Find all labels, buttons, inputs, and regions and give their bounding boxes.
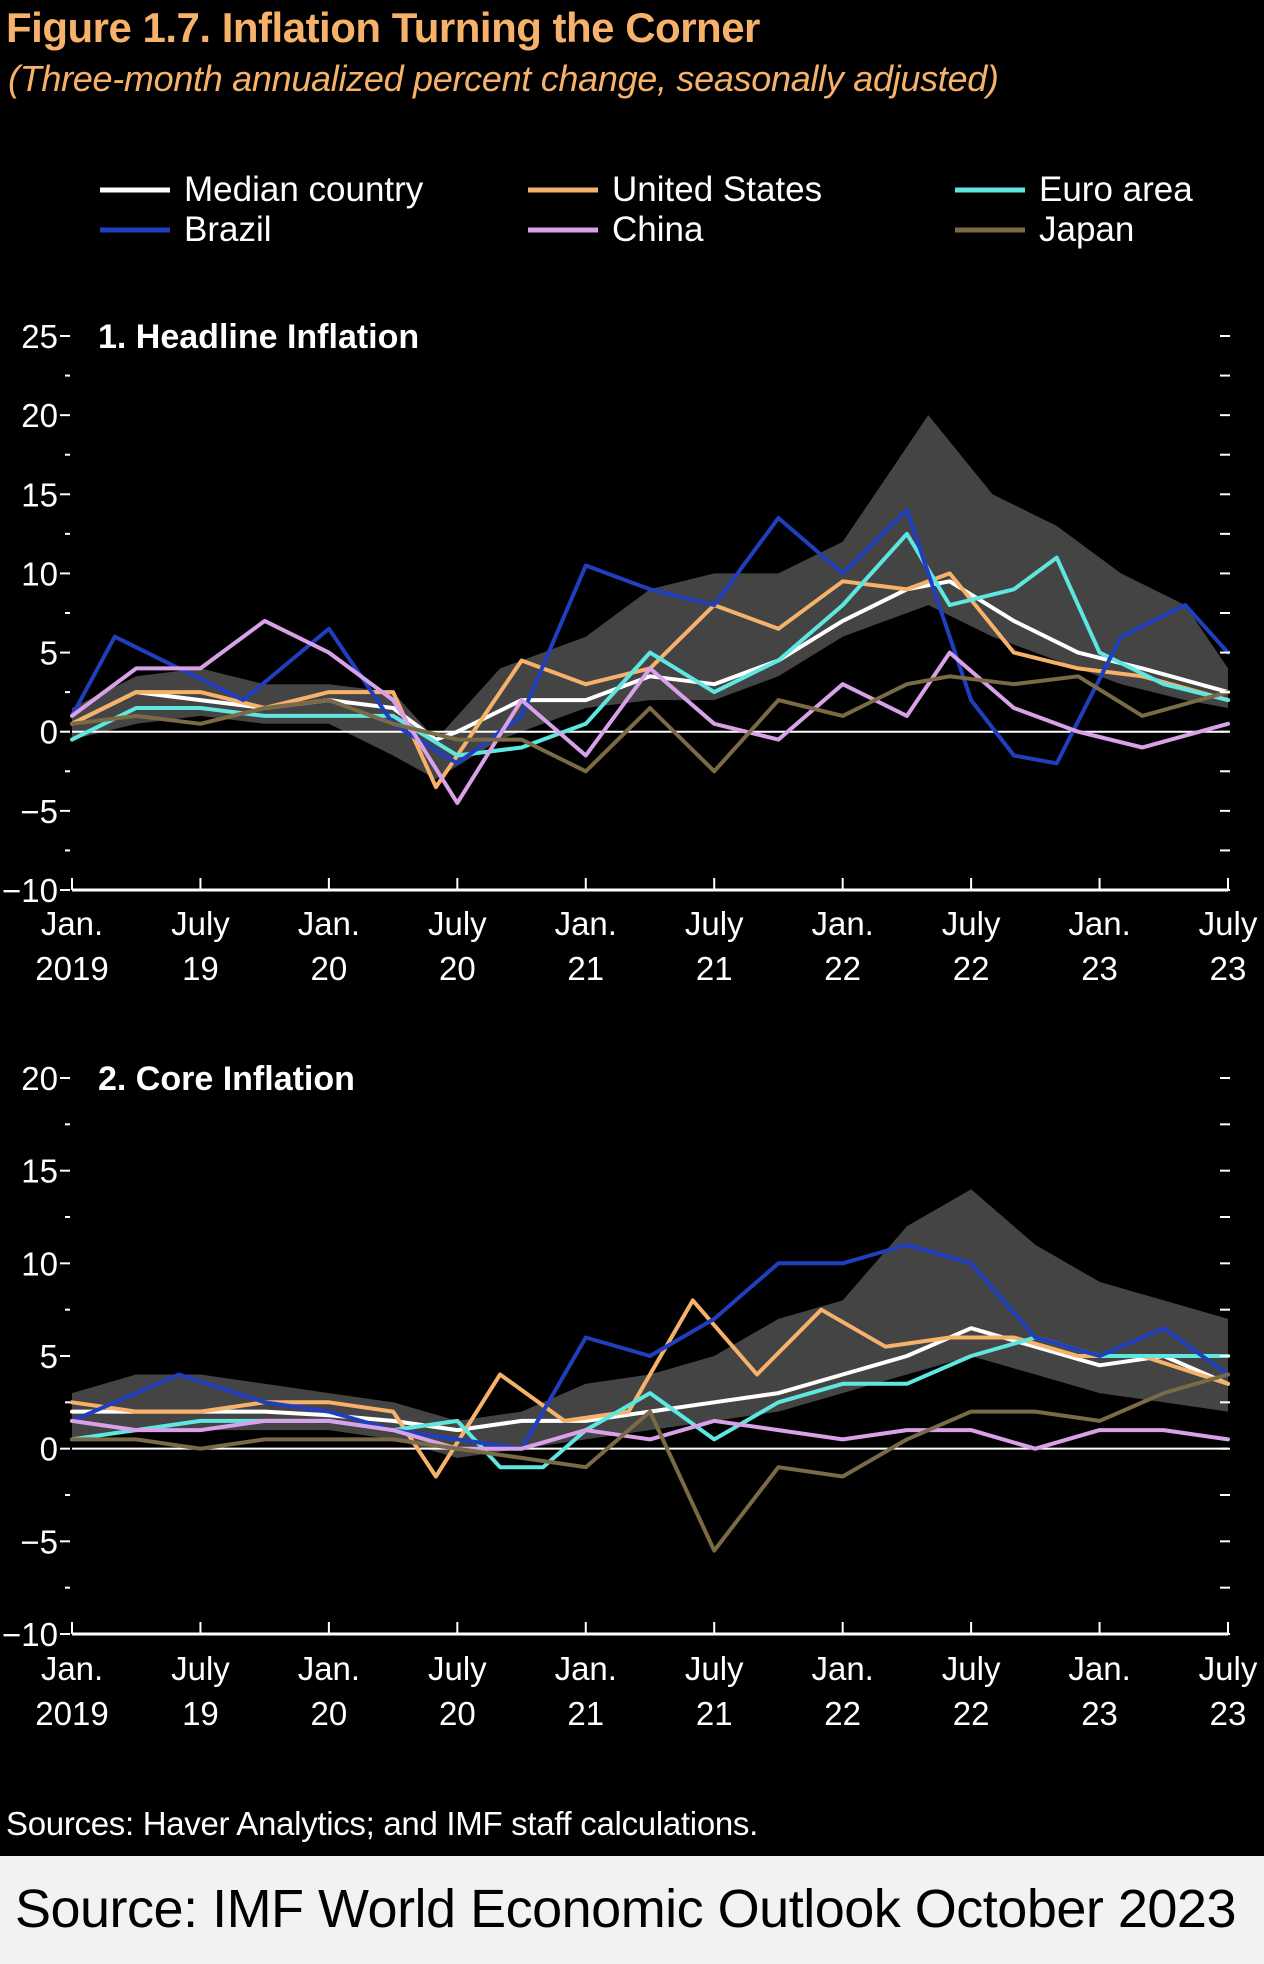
x-tick-label: July	[1199, 905, 1258, 942]
y-tick-label: 10	[21, 1245, 58, 1282]
x-tick-label: July	[942, 905, 1001, 942]
x-tick-label: 2019	[35, 950, 108, 987]
x-tick-label: 23	[1081, 1695, 1118, 1732]
series-line-euro-area	[70, 531, 1230, 758]
legend-entry: Japan	[955, 210, 1134, 249]
x-tick-label: Jan.	[298, 1650, 360, 1687]
legend-entry: Median country	[100, 170, 424, 209]
x-tick-label: 22	[824, 1695, 861, 1732]
footer-band: Source: IMF World Economic Outlook Octob…	[0, 1856, 1264, 1964]
x-tick-label: Jan.	[41, 1650, 103, 1687]
x-tick-label: July	[942, 1650, 1001, 1687]
x-tick-label: 23	[1210, 1695, 1247, 1732]
x-tick-label: July	[685, 1650, 744, 1687]
y-tick-label: 10	[21, 555, 58, 592]
y-tick-label: 25	[21, 318, 58, 355]
legend-label: Median country	[184, 170, 424, 209]
x-tick-label: July	[171, 905, 230, 942]
y-tick-label: 20	[21, 397, 58, 434]
legend-label: China	[612, 210, 704, 249]
x-tick-label: Jan.	[811, 905, 873, 942]
legend-label: Brazil	[184, 210, 272, 249]
legend-entry: United States	[528, 170, 822, 209]
series-line-japan	[70, 1372, 1230, 1553]
y-tick-label: 15	[21, 476, 58, 513]
panel-title: 2. Core Inflation	[98, 1060, 355, 1098]
legend-label: United States	[612, 170, 822, 209]
x-tick-label: Jan.	[41, 905, 103, 942]
x-tick-label: 20	[311, 950, 348, 987]
legend-label: Euro area	[1039, 170, 1193, 209]
y-tick-label: 0	[40, 1431, 58, 1468]
x-tick-label: 21	[567, 950, 604, 987]
sources-note: Sources: Haver Analytics; and IMF staff …	[6, 1805, 758, 1842]
x-tick-label: Jan.	[1068, 905, 1130, 942]
x-tick-label: 21	[696, 1695, 733, 1732]
y-tick-label: −10	[2, 872, 58, 909]
legend-label: Japan	[1039, 210, 1134, 249]
x-tick-label: Jan.	[298, 905, 360, 942]
y-tick-label: −5	[20, 793, 58, 830]
x-tick-label: July	[428, 1650, 487, 1687]
x-tick-label: 20	[439, 950, 476, 987]
x-tick-label: July	[171, 1650, 230, 1687]
x-tick-label: Jan.	[811, 1650, 873, 1687]
x-tick-label: 23	[1081, 950, 1118, 987]
x-tick-label: 2019	[35, 1695, 108, 1732]
x-tick-label: Jan.	[555, 905, 617, 942]
x-tick-label: 19	[182, 950, 219, 987]
series-line-japan	[70, 674, 1230, 774]
panel-title: 1. Headline Inflation	[98, 318, 419, 356]
y-tick-label: 15	[21, 1153, 58, 1190]
legend-entry: China	[528, 210, 704, 249]
range-band	[72, 415, 1228, 780]
x-tick-label: 20	[439, 1695, 476, 1732]
x-tick-label: 23	[1210, 950, 1247, 987]
y-tick-label: 5	[40, 1338, 58, 1375]
legend: Median country United States Euro area Braz…	[100, 170, 1193, 249]
headline-inflation-panel: −10 −5 0 5 10 15 20 25 1. Headline Inflation Jan.…	[2, 318, 1258, 987]
figure-canvas: Median country United States Euro area Braz…	[2, 170, 1258, 1732]
figure-title: Figure 1.7. Inflation Turning the Corner	[6, 4, 760, 51]
x-tick-label: 22	[953, 950, 990, 987]
y-tick-label: 5	[40, 635, 58, 672]
x-tick-label: 19	[182, 1695, 219, 1732]
x-tick-label: July	[428, 905, 487, 942]
x-tick-label: 20	[311, 1695, 348, 1732]
x-tick-label: July	[685, 905, 744, 942]
series-line-china	[70, 1418, 1230, 1451]
series-line-brazil	[70, 508, 1230, 766]
x-tick-label: 22	[824, 950, 861, 987]
x-tick-label: 22	[953, 1695, 990, 1732]
figure-subtitle: (Three-month annualized percent change, …	[8, 58, 999, 99]
y-tick-label: 0	[40, 714, 58, 751]
series-line-china	[70, 618, 1230, 805]
x-tick-label: Jan.	[1068, 1650, 1130, 1687]
y-tick-label: −5	[20, 1523, 58, 1560]
x-tick-label: 21	[696, 950, 733, 987]
legend-entry: Euro area	[955, 170, 1193, 209]
series-line-brazil	[70, 1242, 1230, 1451]
x-tick-label: Jan.	[555, 1650, 617, 1687]
legend-entry: Brazil	[100, 210, 272, 249]
x-tick-label: July	[1199, 1650, 1258, 1687]
x-tick-label: 21	[567, 1695, 604, 1732]
footer-source: Source: IMF World Economic Outlook Octob…	[14, 1879, 1237, 1939]
y-tick-label: 20	[21, 1060, 58, 1097]
range-band	[72, 1189, 1228, 1458]
y-tick-label: −10	[2, 1616, 58, 1653]
